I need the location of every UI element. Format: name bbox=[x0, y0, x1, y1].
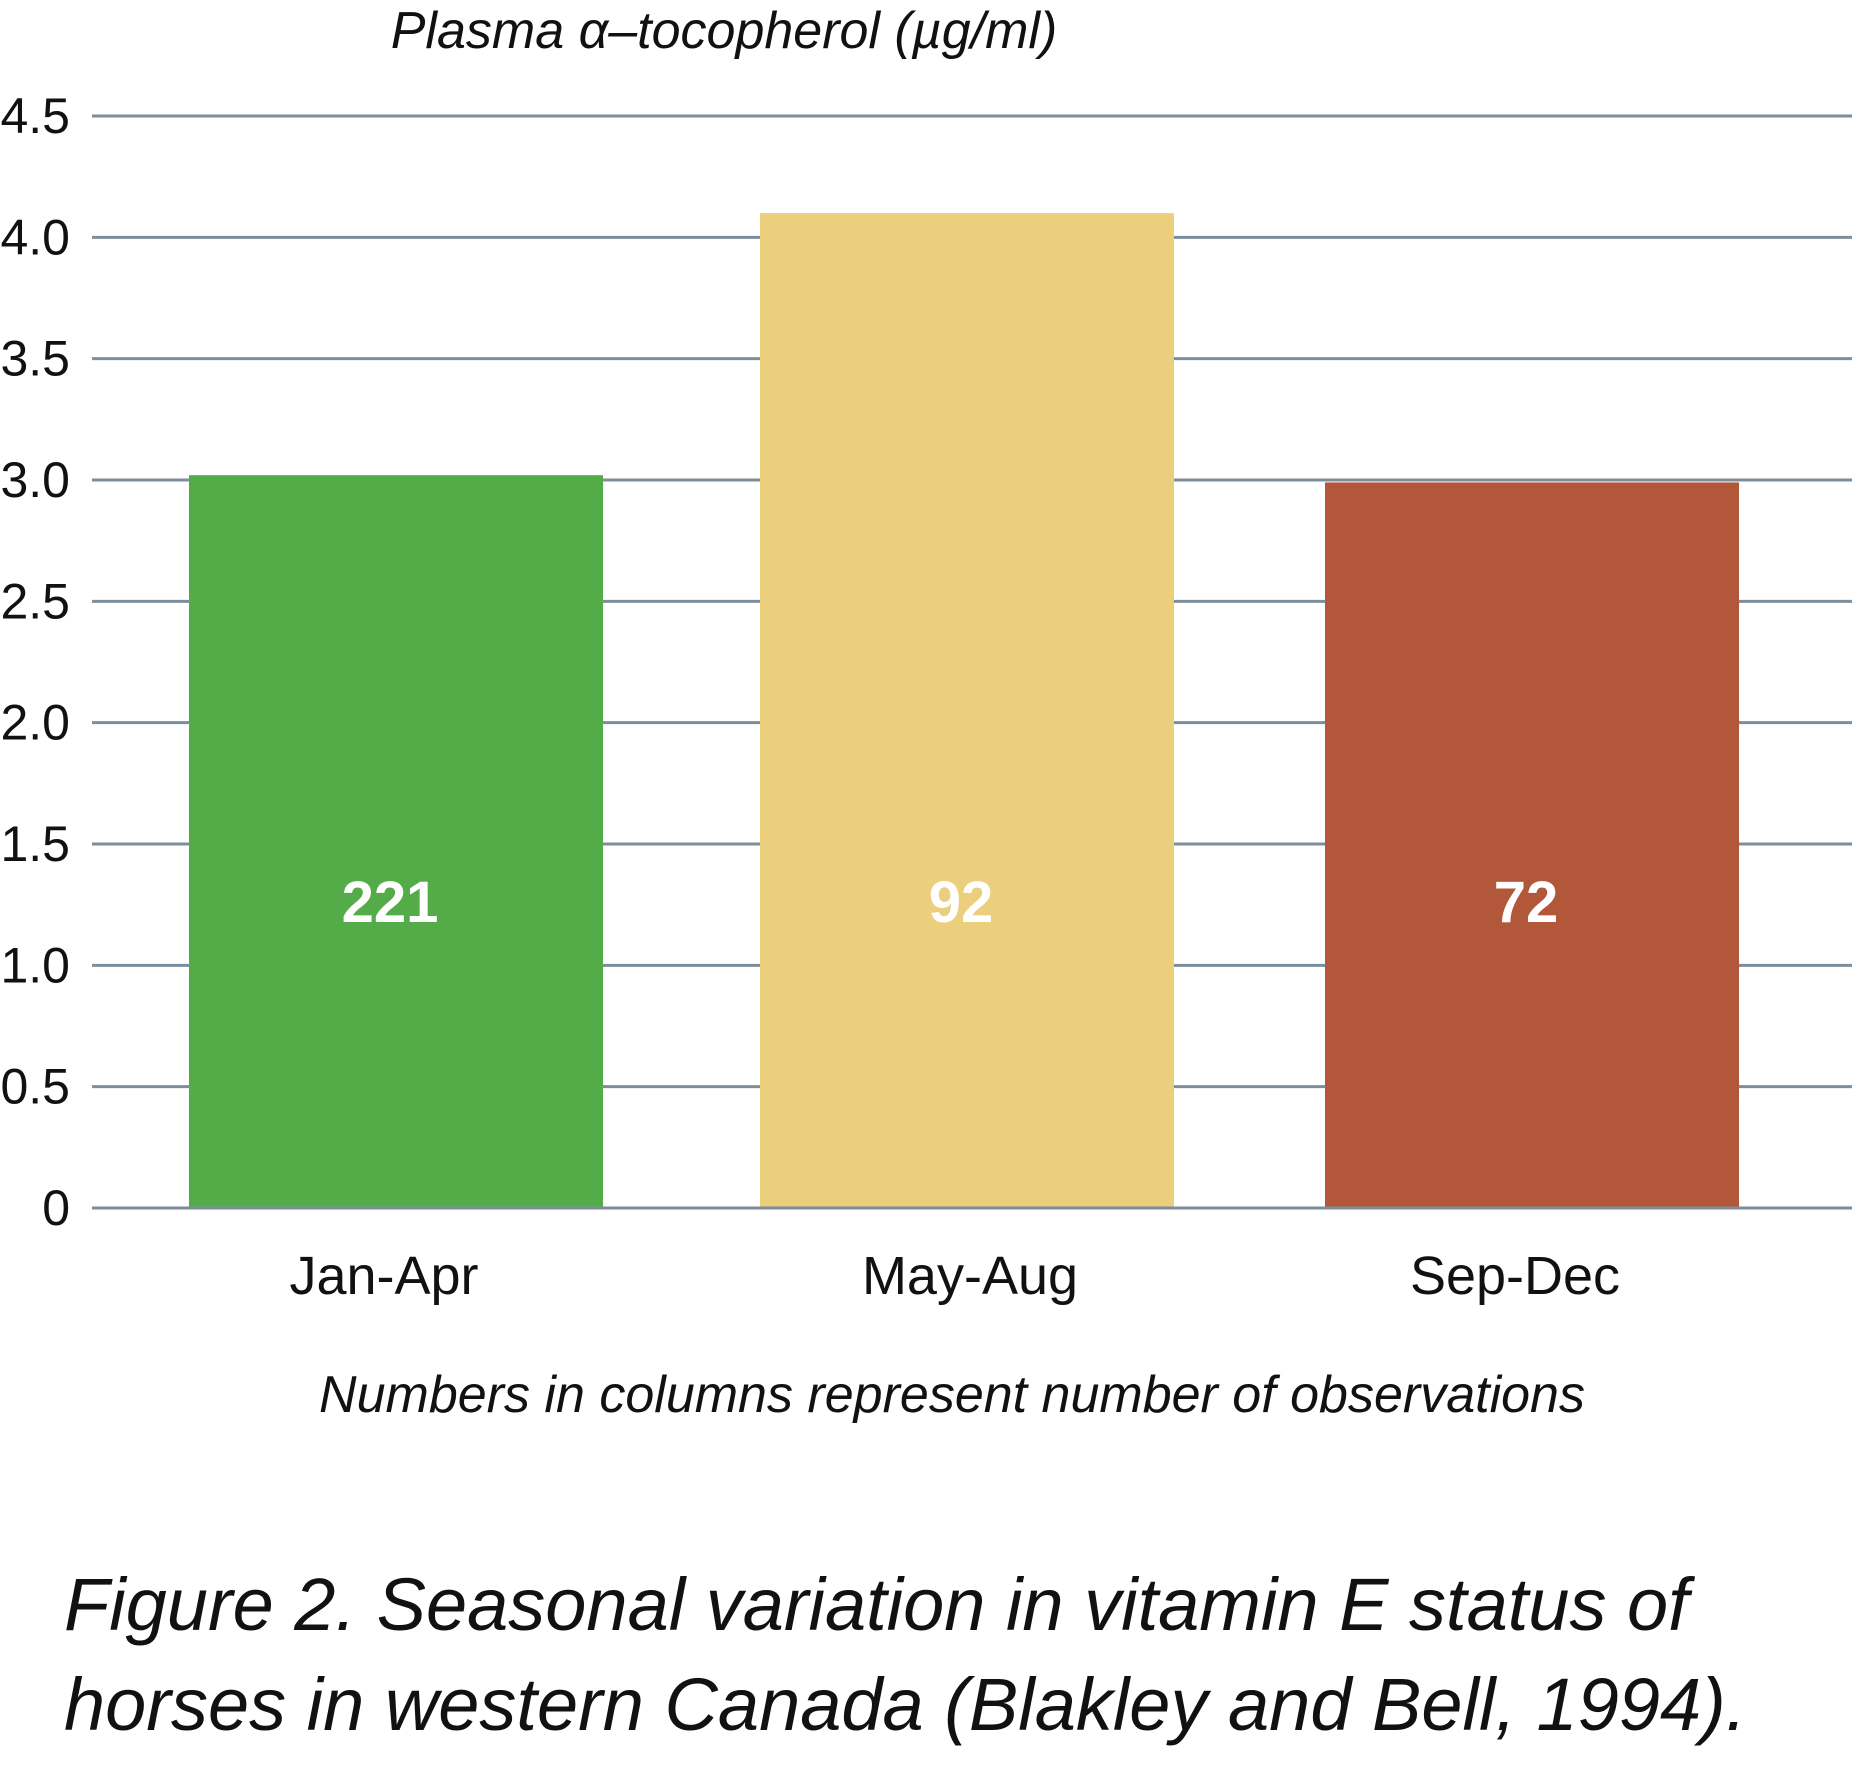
y-tick-label: 2.5 bbox=[0, 573, 70, 629]
y-tick-label: 4.0 bbox=[0, 209, 70, 265]
bar-observation-label: 92 bbox=[929, 870, 994, 935]
x-category-label: Jan-Apr bbox=[289, 1246, 478, 1306]
bar-jan-apr bbox=[189, 475, 603, 1208]
y-axis-ticks: 0 0.5 1.0 1.5 2.0 2.5 3.0 3.5 4.0 4.5 bbox=[0, 88, 70, 1236]
bar-sep-dec bbox=[1325, 482, 1739, 1209]
chart-note: Numbers in columns represent number of o… bbox=[319, 1366, 1585, 1424]
y-tick-label: 4.5 bbox=[0, 88, 70, 144]
y-tick-label: 2.0 bbox=[0, 695, 70, 751]
y-tick-label: 3.0 bbox=[0, 452, 70, 508]
y-axis-label: Plasma α–tocopherol (µg/ml) bbox=[391, 2, 1058, 60]
figure-caption: Figure 2. Seasonal variation in vitamin … bbox=[64, 1563, 1747, 1746]
bar-may-aug bbox=[760, 213, 1174, 1209]
bar-observation-label: 72 bbox=[1494, 870, 1559, 935]
y-tick-label: 1.5 bbox=[0, 816, 70, 872]
y-tick-label: 1.0 bbox=[0, 937, 70, 993]
x-category-label: Sep-Dec bbox=[1410, 1246, 1620, 1306]
x-category-label: May-Aug bbox=[862, 1246, 1078, 1306]
bar-labels: 221 92 72 bbox=[342, 870, 1559, 935]
y-tick-label: 0 bbox=[42, 1180, 70, 1236]
bars bbox=[92, 213, 1852, 1210]
bar-observation-label: 221 bbox=[342, 870, 439, 935]
y-tick-label: 0.5 bbox=[0, 1059, 70, 1115]
y-tick-label: 3.5 bbox=[0, 331, 70, 387]
x-axis-categories: Jan-Apr May-Aug Sep-Dec bbox=[289, 1246, 1620, 1306]
